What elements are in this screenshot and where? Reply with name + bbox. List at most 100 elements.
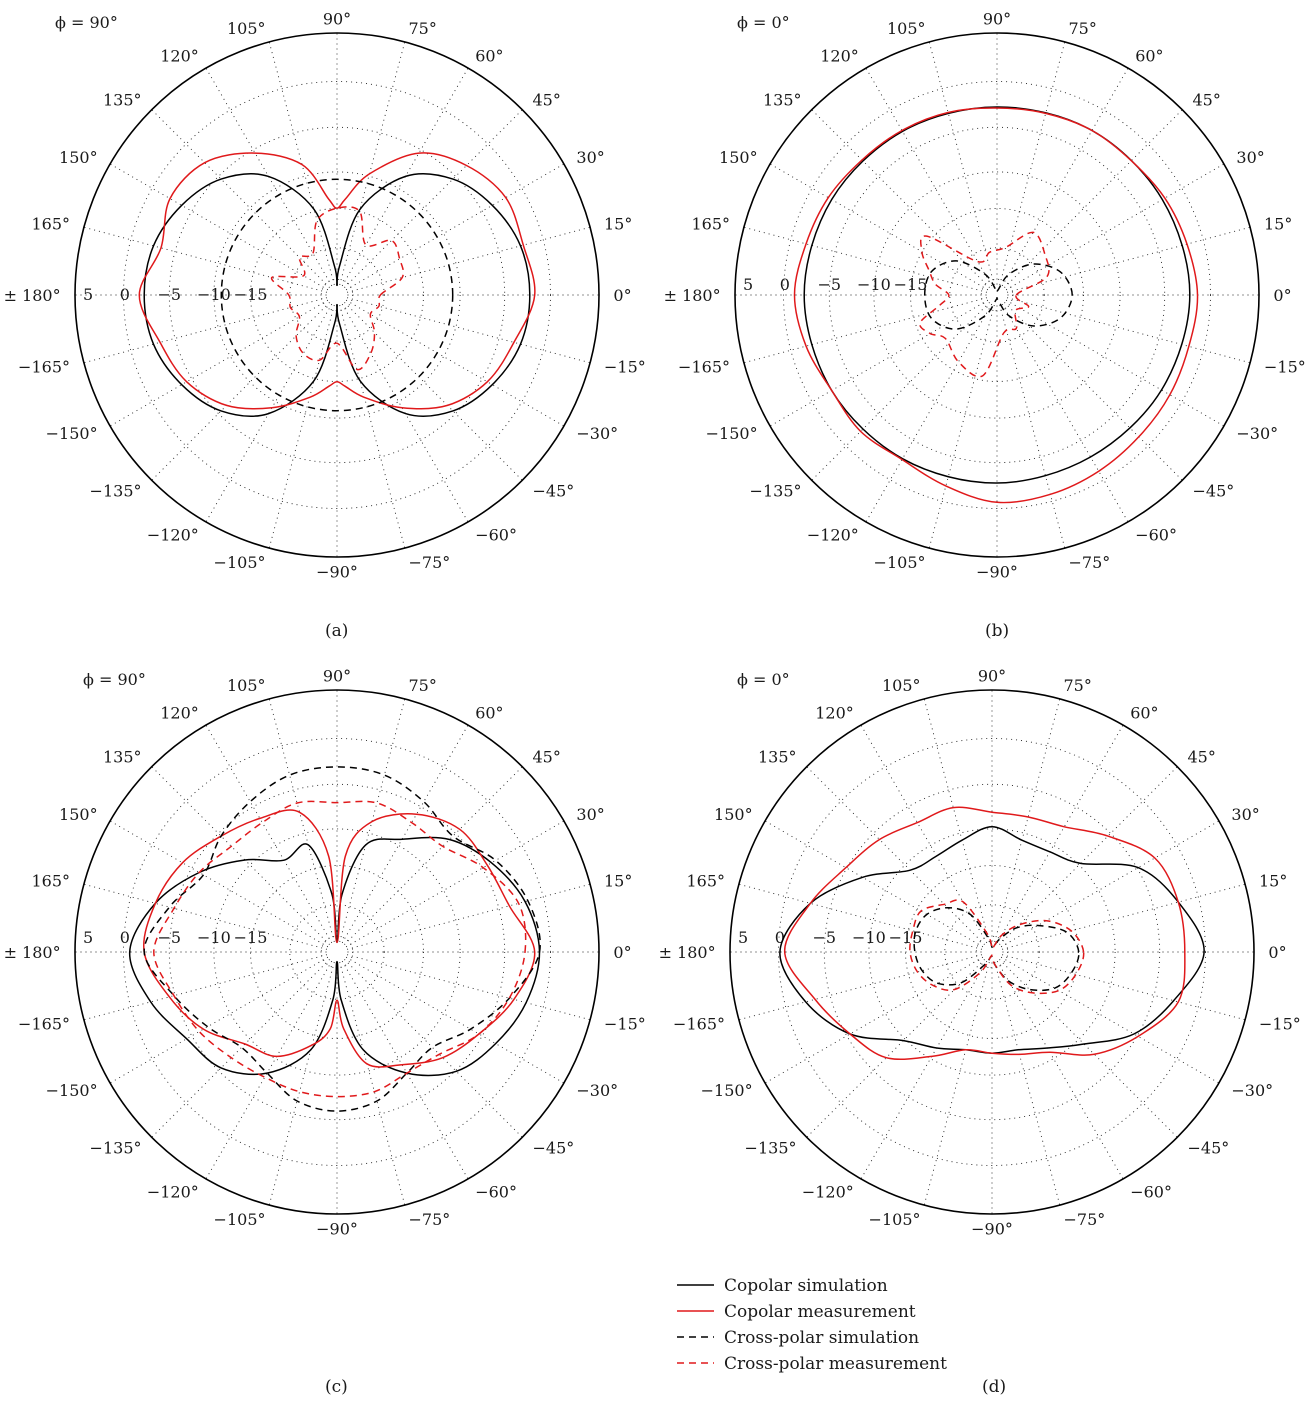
angle-tick-label: −75° [409,1210,451,1229]
angle-tick-label: ± 180° [659,943,716,962]
radial-tick-label: −5 [813,928,837,947]
polar-grid-spoke [205,960,333,1180]
phi-label: ϕ = 0° [737,13,790,32]
angle-tick-label: 120° [820,47,859,66]
polar-grid-spoke [344,302,523,481]
angle-tick-label: 135° [103,91,142,110]
angle-tick-label: −135° [90,482,142,501]
polar-grid-spoke [83,954,328,1021]
angle-tick-label: 30° [1231,805,1259,824]
angle-tick-label: −90° [316,562,358,581]
angle-tick-label: −45° [1188,1139,1230,1158]
radial-tick-label: −10 [857,275,891,294]
radial-tick-label: −5 [158,928,182,947]
angle-tick-label: −15° [604,1015,646,1034]
radial-tick-label: −10 [852,928,886,947]
angle-tick-label: −90° [971,1219,1013,1238]
angle-tick-label: −105° [874,553,926,572]
polar-grid-spoke [999,304,1066,549]
polar-grid-spoke [268,698,335,943]
polar-grid-ring [168,126,506,464]
angle-tick-label: ± 180° [664,286,721,305]
polar-grid-spoke [999,766,1178,945]
angle-tick-label: −75° [409,553,451,572]
angle-tick-label: 45° [1193,91,1221,110]
polar-grid-ring [949,247,1045,343]
angle-tick-label: 165° [691,215,730,234]
polar-grid-spoke [1006,297,1251,364]
radial-tick-label: −15 [234,285,268,304]
polar-grid-spoke [109,299,329,427]
angle-tick-label: 165° [686,872,725,891]
polar-grid-spoke [769,299,989,427]
angle-tick-label: 30° [576,148,604,167]
angle-tick-label: 135° [758,748,797,767]
angle-tick-label: 105° [227,676,266,695]
polar-grid-spoke [928,41,995,286]
angle-tick-label: −120° [802,1182,854,1201]
panel-caption: (a) [325,621,348,641]
angle-tick-label: 60° [1135,47,1163,66]
angle-tick-label: −165° [18,1015,70,1034]
polar-grid-spoke [743,226,988,293]
polar-grid-spoke [764,820,984,948]
angle-tick-label: −60° [475,525,517,544]
radial-tick-label: 5 [743,275,753,294]
polar-grid-spoke [83,226,328,293]
polar-grid-spoke [151,766,330,945]
angle-tick-label: −150° [701,1081,753,1100]
angle-tick-label: −45° [533,1139,575,1158]
angle-tick-label: 135° [763,91,802,110]
polar-grid-spoke [268,41,335,286]
angle-tick-label: −45° [533,482,575,501]
angle-tick-label: −15° [604,358,646,377]
radial-tick-label: 0 [120,285,130,304]
angle-tick-label: −135° [745,1139,797,1158]
angle-tick-label: 45° [533,748,561,767]
angle-tick-label: 150° [59,805,98,824]
polar-grid-spoke [83,883,328,950]
polar-grid-spoke [1006,226,1251,293]
polar-grid-spoke [151,959,330,1138]
panel-caption: (b) [985,621,1009,641]
series-curve-copolar-simulation [779,825,1205,1054]
radial-tick-label: −5 [158,285,182,304]
polar-grid-ring [289,904,385,1000]
angle-tick-label: 165° [31,872,70,891]
polar-grid-spoke [999,41,1066,286]
polar-grid-spoke [268,304,335,549]
polar-grid-spoke [345,956,565,1084]
angle-tick-label: −165° [678,358,730,377]
angle-tick-label: −90° [976,562,1018,581]
polar-grid-ring [213,171,461,419]
polar-grid-ring [828,126,1166,464]
polar-grid-spoke [769,163,989,291]
polar-grid-spoke [268,961,335,1206]
angle-tick-label: −15° [1264,358,1306,377]
angle-tick-label: 15° [604,872,632,891]
polar-grid-spoke [994,961,1061,1206]
legend-label: Copolar measurement [724,1302,916,1322]
angle-tick-label: 60° [1130,704,1158,723]
polar-grid-spoke [339,41,406,286]
angle-tick-label: −120° [147,525,199,544]
polar-grid-spoke [109,820,329,948]
polar-grid-spoke [996,724,1124,944]
angle-tick-label: 0° [1273,286,1291,305]
polar-grid-spoke [865,67,993,287]
polar-grid-ring [873,171,1121,419]
angle-tick-label: −60° [1130,1182,1172,1201]
polar-grid-spoke [1001,883,1246,950]
angle-tick-label: −30° [1236,424,1278,443]
angle-tick-label: −135° [750,482,802,501]
radial-tick-label: 0 [120,928,130,947]
polar-grid-spoke [1005,299,1225,427]
polar-grid-spoke [743,297,988,364]
polar-grid-spoke [1001,67,1129,287]
radial-tick-label: −5 [818,275,842,294]
polar-grid-spoke [1000,956,1220,1084]
series-curve-copolar-measurement [138,152,536,410]
angle-tick-label: −60° [475,1182,517,1201]
angle-tick-label: 0° [613,286,631,305]
